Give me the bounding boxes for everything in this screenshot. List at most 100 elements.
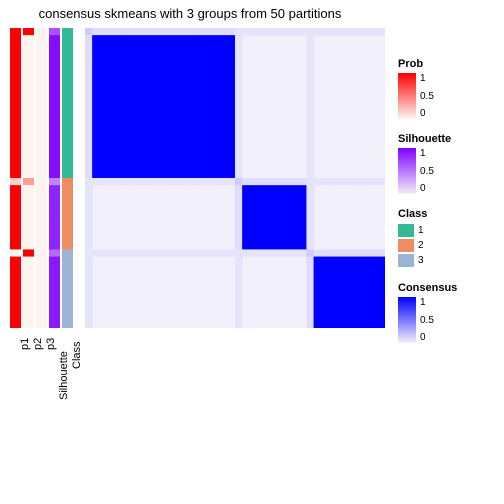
- heatmap-cell: [92, 42, 100, 50]
- heatmap-cell: [242, 185, 250, 193]
- heatmap-cell: [271, 242, 279, 250]
- heatmap-cell: [364, 249, 372, 257]
- heatmap-cell: [92, 142, 100, 150]
- heatmap-cell: [85, 157, 93, 165]
- heatmap-cell: [156, 64, 164, 72]
- heatmap-cell: [306, 128, 314, 136]
- heatmap-cell: [364, 264, 372, 272]
- heatmap-cell: [235, 35, 243, 43]
- legend-tick: 0.5: [420, 166, 434, 177]
- heatmap-cell: [271, 235, 279, 243]
- heatmap-cell: [235, 214, 243, 222]
- heatmap-cell: [342, 28, 350, 36]
- heatmap-cell: [299, 185, 307, 193]
- heatmap-cell: [92, 85, 100, 93]
- heatmap-cell: [306, 178, 314, 186]
- heatmap-cell: [128, 28, 136, 36]
- heatmap-cell: [114, 164, 122, 172]
- annot-p2-cell: [23, 99, 34, 107]
- heatmap-cell: [342, 285, 350, 293]
- heatmap-cell: [271, 207, 279, 215]
- annot-p1-cell: [10, 242, 21, 250]
- heatmap-cell: [114, 171, 122, 179]
- annot-p3-cell: [36, 135, 47, 143]
- annot-p3-cell: [36, 171, 47, 179]
- heatmap-cell: [85, 207, 93, 215]
- heatmap-cell: [364, 307, 372, 315]
- heatmap-cell: [242, 235, 250, 243]
- annot-Silhouette-cell: [49, 192, 60, 200]
- heatmap-cell: [242, 221, 250, 229]
- annot-p2-cell: [23, 114, 34, 122]
- annot-Silhouette-cell: [49, 107, 60, 115]
- heatmap-cell: [321, 271, 329, 279]
- heatmap-cell: [214, 178, 222, 186]
- heatmap-cell: [235, 42, 243, 50]
- annot-Class-cell: [62, 28, 73, 36]
- heatmap-cell: [206, 128, 214, 136]
- heatmap-cell: [99, 49, 107, 57]
- heatmap-cell: [164, 114, 172, 122]
- heatmap-cell: [149, 171, 157, 179]
- heatmap-cell: [106, 57, 114, 65]
- annot-p2-cell: [23, 35, 34, 43]
- heatmap-cell: [149, 42, 157, 50]
- annot-p1-cell: [10, 149, 21, 157]
- heatmap-cell: [199, 42, 207, 50]
- annot-p1-cell: [10, 28, 21, 36]
- heatmap-cell: [321, 321, 329, 328]
- heatmap-cell: [85, 185, 93, 193]
- heatmap-cell: [106, 107, 114, 115]
- heatmap-cell: [199, 135, 207, 143]
- annot-Class-cell: [62, 49, 73, 57]
- heatmap-cell: [92, 149, 100, 157]
- heatmap-cell: [92, 78, 100, 86]
- heatmap-cell: [121, 178, 129, 186]
- heatmap-cell: [171, 28, 179, 36]
- heatmap-cell: [328, 271, 336, 279]
- heatmap-cell: [356, 307, 364, 315]
- heatmap-cell: [185, 35, 193, 43]
- heatmap-cell: [121, 107, 129, 115]
- heatmap-cell: [214, 71, 222, 79]
- heatmap-cell: [121, 85, 129, 93]
- heatmap-cell: [214, 164, 222, 172]
- heatmap-cell: [142, 64, 150, 72]
- heatmap-cell: [299, 214, 307, 222]
- heatmap-cell: [171, 49, 179, 57]
- heatmap-cell: [99, 28, 107, 36]
- heatmap-cell: [235, 71, 243, 79]
- annot-p1-cell: [10, 107, 21, 115]
- heatmap-cell: [371, 264, 379, 272]
- heatmap-cell: [292, 221, 300, 229]
- heatmap-cell: [128, 128, 136, 136]
- heatmap-cell: [228, 64, 236, 72]
- heatmap-cell: [121, 249, 129, 257]
- heatmap-cell: [85, 178, 93, 186]
- annot-p2-cell: [23, 264, 34, 272]
- heatmap-cell: [99, 149, 107, 157]
- heatmap-cell: [306, 314, 314, 322]
- heatmap-cell: [228, 35, 236, 43]
- heatmap-cell: [271, 192, 279, 200]
- heatmap-cell: [149, 49, 157, 57]
- annot-p3-cell: [36, 128, 47, 136]
- heatmap-cell: [214, 28, 222, 36]
- heatmap-cell: [335, 249, 343, 257]
- heatmap-cell: [264, 249, 272, 257]
- xlabel-Class: Class: [71, 341, 83, 369]
- annot-p3-cell: [36, 114, 47, 122]
- heatmap-cell: [221, 78, 229, 86]
- heatmap-cell: [306, 278, 314, 286]
- heatmap-cell: [185, 57, 193, 65]
- annot-Class-cell: [62, 192, 73, 200]
- annot-Silhouette-cell: [49, 321, 60, 328]
- heatmap-cell: [314, 271, 322, 279]
- heatmap-cell: [85, 221, 93, 229]
- annot-p1-cell: [10, 285, 21, 293]
- heatmap-cell: [206, 164, 214, 172]
- heatmap-cell: [142, 164, 150, 172]
- heatmap-cell: [278, 28, 286, 36]
- heatmap-cell: [121, 28, 129, 36]
- heatmap-cell: [314, 314, 322, 322]
